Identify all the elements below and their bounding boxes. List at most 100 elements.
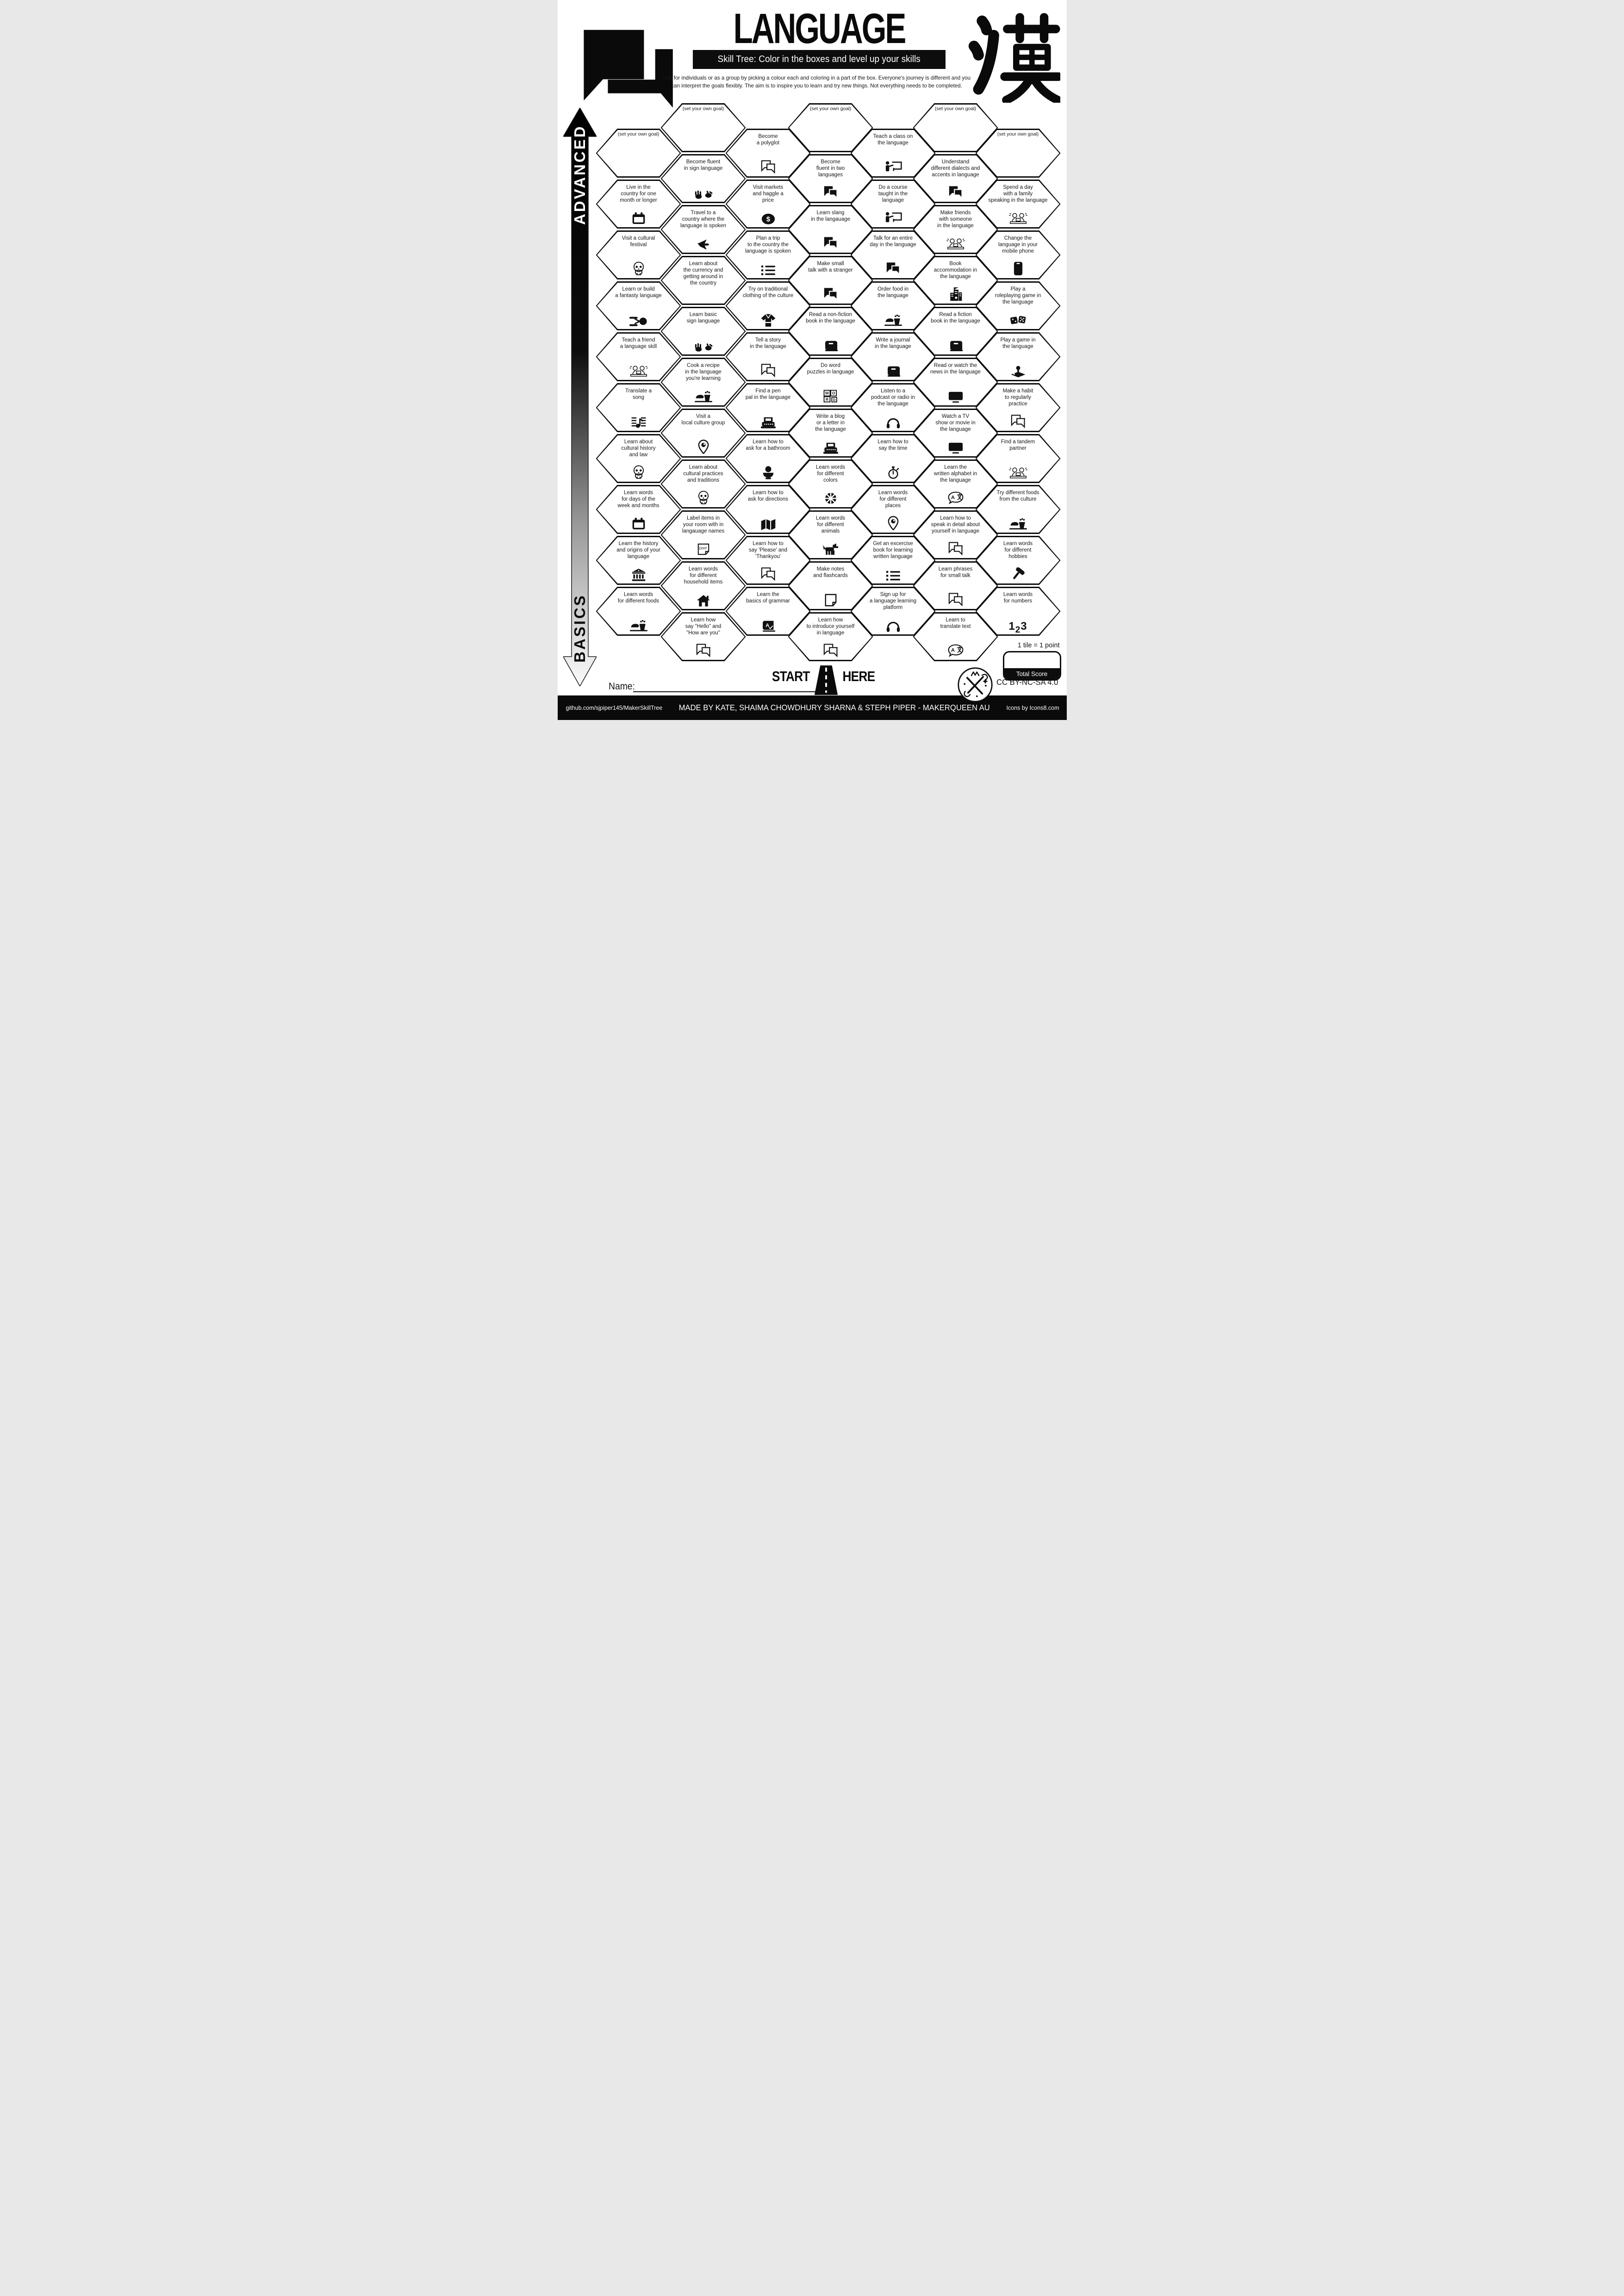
skull-icon (661, 490, 746, 505)
hex-label: Try different foods from the culture (996, 490, 1039, 502)
skill-hex[interactable]: Find a tandem partner (975, 434, 1061, 483)
total-score-box[interactable]: Total Score (1002, 651, 1061, 681)
hex-label: Teach a class on the language (873, 134, 913, 146)
skill-hex[interactable]: (set your own goal) (596, 129, 681, 178)
skill-hex[interactable]: Become fluent in sign language (660, 154, 746, 203)
hex-label: Learn how to say 'Please' and 'Thankyou' (748, 541, 788, 559)
hex-label: (set your own goal) (997, 131, 1039, 137)
hex-label: (set your own goal) (617, 131, 660, 137)
hex-fill (662, 359, 745, 406)
skill-hex[interactable]: (set your own goal) (975, 129, 1061, 178)
skill-hex[interactable]: Become a polyglot (725, 129, 811, 178)
hex-fill (597, 384, 680, 431)
map-icon (726, 519, 811, 531)
skill-hex[interactable]: Cook a recipe in the language you're learn… (660, 358, 746, 407)
skill-hex[interactable]: Label items in your room with in langauage… (660, 510, 746, 559)
skill-hex[interactable]: Learn the history and origins of your lang… (596, 536, 681, 585)
skill-hex[interactable]: Order food in the language (850, 281, 936, 330)
music-icon (596, 416, 681, 428)
skill-hex[interactable]: Play a roleplaying game in the language (975, 281, 1061, 330)
skill-hex[interactable]: Live in the country for one month or longe… (596, 180, 681, 229)
hex-label: Make notes and flashcards (813, 566, 848, 578)
skill-hex[interactable]: Change the language in your mobile phone (975, 230, 1061, 279)
skill-hex[interactable]: Learn words for different household items (660, 561, 746, 610)
teacher-icon (851, 212, 936, 225)
hex-label: Learn how to say the time (877, 439, 908, 451)
typewriter-icon (726, 417, 811, 429)
hex-label: (set your own goal) (934, 106, 977, 112)
skill-hex[interactable]: Learn about cultural practices and traditi… (660, 459, 746, 509)
stopwatch-icon (851, 466, 936, 479)
skill-hex[interactable]: (set your own goal) (788, 103, 873, 152)
note-icon (788, 594, 873, 607)
advanced-label: ADVANCED (571, 124, 588, 225)
skill-hex[interactable]: Learn how to say 'Please' and 'Thankyou' (725, 536, 811, 585)
skill-hex[interactable]: Try on traditional clothing of the cultur… (725, 281, 811, 330)
skill-hex[interactable]: Translate a song (596, 383, 681, 432)
hex-label: Travel to a country where the language is … (680, 210, 727, 229)
skill-hex[interactable]: Travel to a country where the language is … (660, 205, 746, 254)
makerqueen-tools-logo (957, 667, 993, 702)
skill-hex[interactable]: Visit a cultural festival (596, 230, 681, 279)
name-input-line[interactable] (633, 680, 819, 692)
hex-label: Talk for an entire day in the language (870, 236, 916, 248)
skill-hex[interactable]: Make a habit to regularly practice (975, 383, 1061, 432)
svg-text:W: W (825, 391, 829, 396)
skill-hex[interactable]: Learn words for different hobbies (975, 536, 1061, 585)
hex-fill (662, 155, 745, 202)
skill-hex[interactable]: Learn or build a fantasty language (596, 281, 681, 330)
chat-icon (851, 262, 936, 276)
hex-label: Read a fiction book in the language (931, 312, 980, 324)
skill-hex[interactable]: Learn about cultural history and law (596, 434, 681, 483)
skill-hex[interactable]: Play a game in the language (975, 332, 1061, 381)
chat-outline-icon (726, 567, 811, 581)
skill-hex[interactable]: Teach a friend a language skill (596, 332, 681, 381)
hex-label: Spend a day with a family speaking in the … (988, 185, 1048, 203)
hex-fill (789, 104, 872, 151)
chat-outline-icon (726, 160, 811, 174)
hex-fill (597, 537, 680, 584)
hex-label: Tell a story in the language (750, 337, 786, 349)
hex-fill (852, 282, 934, 329)
skill-hex[interactable]: Learn slang in the langauage (788, 205, 873, 254)
hex-fill (789, 359, 872, 406)
skill-hex[interactable]: Learn words for different colors (788, 459, 873, 509)
skill-hex[interactable]: Spend a day with a family speaking in the … (975, 180, 1061, 229)
hex-label: Teach a friend a language skill (620, 337, 657, 349)
hex-label: Become a polyglot (756, 134, 780, 146)
skill-hex[interactable]: Learn how say "Hello" and "How are you" (660, 612, 746, 661)
skill-hex[interactable]: Visit a local culture group (660, 409, 746, 458)
hex-label: Learn about the currency and getting aroun… (683, 261, 723, 286)
hex-fill (662, 104, 745, 151)
road-icon (814, 665, 838, 695)
hex-label: Learn words for different household items (684, 566, 723, 585)
hex-label: Find a pen pal in the language (745, 388, 791, 400)
typewriter-icon (788, 442, 873, 454)
score-entry-area[interactable] (1004, 652, 1060, 668)
skill-hex[interactable]: Find a pen pal in the language (725, 383, 811, 432)
hex-fill (662, 308, 745, 355)
skill-hex[interactable]: Learn about the currency and getting aroun… (660, 256, 746, 305)
hex-label: Change the language in your mobile phone (998, 236, 1038, 254)
skill-hex[interactable]: Read a non-fiction book in the language (788, 307, 873, 356)
intro-paragraph: Use for individuals or as a group by pic… (662, 74, 972, 90)
skill-hex[interactable]: Teach a class on the language (850, 129, 936, 178)
people-icon (976, 212, 1061, 225)
skill-hex[interactable]: Try different foods from the culture (975, 485, 1061, 534)
skill-hex[interactable]: (set your own goal) (660, 103, 746, 152)
skill-hex[interactable]: Learn words for days of the week and month… (596, 485, 681, 534)
hex-label: Become fluent in sign language (684, 159, 723, 171)
hex-label: Book accommodation in the language (933, 261, 977, 279)
skill-hex[interactable]: Learn words for different foods (596, 587, 681, 636)
chat-bubbles-logo (583, 30, 673, 108)
skill-hex[interactable]: Learn to translate text A (913, 612, 998, 661)
hex-label: Visit markets and haggle a price (753, 185, 784, 203)
kimono-icon (726, 314, 811, 327)
skill-hex[interactable]: Learn words for numbers 123 (975, 587, 1061, 636)
colorwheel-icon (788, 492, 873, 505)
chat-outline-icon (788, 644, 873, 658)
skill-hex[interactable]: Learn basic sign language (660, 307, 746, 356)
hex-label: Learn words for different places (878, 490, 908, 509)
here-label: HERE (842, 668, 875, 684)
hex-label: Play a roleplaying game in the language (995, 286, 1041, 305)
